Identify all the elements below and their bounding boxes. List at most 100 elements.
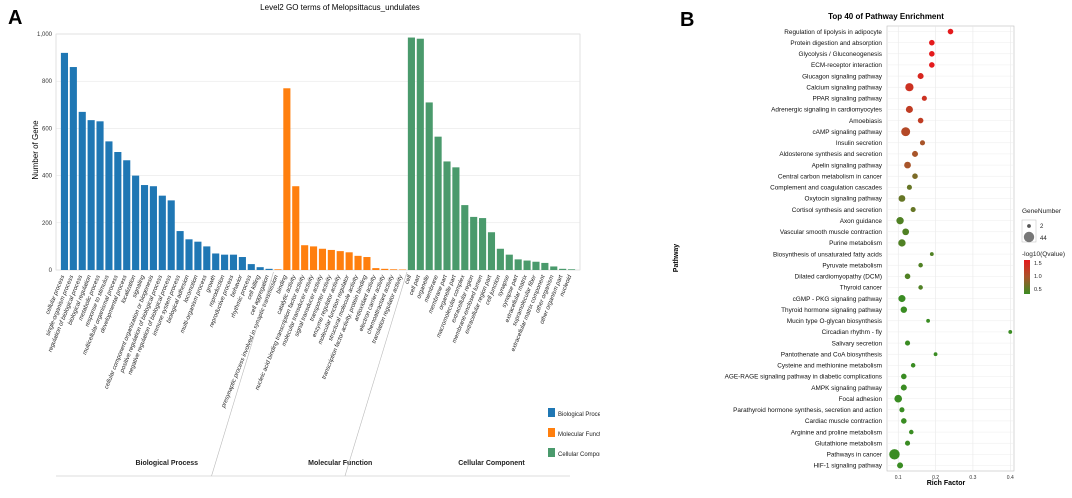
- bar: [567, 269, 576, 270]
- bars: [60, 37, 576, 270]
- bar: [318, 248, 327, 270]
- point: [929, 51, 935, 57]
- bar: [167, 200, 175, 270]
- point: [894, 394, 903, 403]
- group-label: Molecular Function: [308, 460, 372, 467]
- legend: Biological Process Molecular Function Cell…: [548, 408, 600, 458]
- point: [904, 273, 911, 280]
- plot-frame: [886, 25, 1015, 472]
- pathway-label: Arginine and proline metabolism: [791, 429, 882, 436]
- bar: [479, 218, 487, 270]
- bar: [425, 102, 433, 270]
- bar: [309, 246, 318, 270]
- pathway-label: Focal adhesion: [839, 396, 883, 403]
- pathway-label: Parathyroid hormone synthesis, secretion…: [733, 407, 882, 414]
- pathway-label: Cortisol synthesis and secretion: [792, 207, 883, 214]
- bar: [229, 254, 238, 270]
- bar: [194, 241, 202, 270]
- points: [889, 28, 1013, 469]
- legend-label: Biological Process: [558, 412, 600, 418]
- bar: [60, 52, 69, 270]
- pathway-label: Cardiac muscle contraction: [805, 418, 883, 425]
- pathway-label: ECM-receptor interaction: [811, 62, 882, 69]
- point: [1008, 330, 1013, 334]
- chart-title: Top 40 of Pathway Enrichment: [828, 12, 944, 21]
- size-legend-title: GeneNumber: [1022, 208, 1062, 215]
- bar: [301, 245, 309, 270]
- pathway-label: Pantothenate and CoA biosynthesis: [781, 351, 882, 358]
- legend-swatch: [548, 428, 555, 437]
- pathway-label: Cysteine and methionine metabolism: [777, 363, 882, 370]
- pathway-label: PPAR signaling pathway: [812, 96, 882, 103]
- bar: [381, 268, 389, 270]
- pathway-label: HIF-1 signaling pathway: [813, 463, 882, 470]
- bar: [212, 253, 220, 270]
- y-axis-label: Pathway: [673, 244, 680, 273]
- point: [901, 373, 907, 380]
- color-legend-bar: [1024, 260, 1030, 294]
- pathway-label: Amoebiasis: [849, 118, 882, 125]
- bar: [185, 239, 193, 270]
- pathway-label: Protein digestion and absorption: [790, 40, 882, 47]
- bar: [158, 195, 166, 270]
- pathway-label: Aldosterone synthesis and secretion: [779, 151, 882, 158]
- group-divider: [211, 271, 274, 477]
- point: [904, 340, 911, 346]
- bar: [247, 264, 255, 270]
- bar: [559, 268, 567, 270]
- point: [898, 295, 906, 303]
- bar: [470, 216, 478, 270]
- bar: [487, 232, 496, 270]
- pathway-label: Complement and coagulation cascades: [770, 185, 882, 192]
- point: [901, 418, 907, 424]
- bar: [96, 121, 104, 270]
- group-labels: Biological Process Molecular Function Cell…: [56, 271, 570, 477]
- pathway-label: Pyruvate metabolism: [822, 262, 882, 269]
- pathway-label: Pathways in cancer: [827, 452, 883, 459]
- x-ticks: 0.1 0.2 0.3 0.4: [895, 475, 1014, 481]
- pathway-label: Biosynthesis of unsaturated fatty acids: [773, 251, 882, 258]
- bar: [132, 175, 140, 270]
- point: [901, 127, 911, 137]
- color-legend-label: 1.5: [1034, 261, 1042, 267]
- x-tick-label: cell: [404, 274, 413, 285]
- point: [899, 407, 905, 413]
- legend-label: Cellular Component: [558, 452, 600, 458]
- point: [929, 39, 935, 46]
- legend: GeneNumber 2 44 -log10(Qvalue) 1.5 1.0 0.5: [1021, 208, 1065, 294]
- pathway-label: Dilated cardiomyopathy (DCM): [795, 274, 882, 281]
- color-legend-label: 1.0: [1034, 274, 1042, 280]
- bar: [416, 38, 424, 270]
- pathway-label: Regulation of lipolysis in adipocyte: [784, 29, 882, 36]
- bar: [336, 251, 344, 270]
- group-label: Cellular Component: [458, 460, 525, 467]
- bar: [532, 261, 540, 270]
- bar: [149, 186, 157, 270]
- bar: [69, 67, 77, 270]
- bar: [452, 167, 460, 270]
- bar: [372, 268, 380, 270]
- pathway-label: AGE-RAGE signaling pathway in diabetic c…: [725, 374, 882, 381]
- panel-letter-b: B: [680, 9, 694, 31]
- point: [917, 73, 924, 80]
- pathway-label: Central carbon metabolism in cancer: [778, 173, 883, 180]
- pathway-label: Vascular smooth muscle contraction: [780, 229, 883, 236]
- legend-label: Molecular Function: [558, 432, 600, 438]
- bar: [523, 260, 531, 270]
- bar: [78, 111, 86, 270]
- size-legend-dot-small: [1027, 224, 1031, 228]
- point: [929, 62, 935, 68]
- point: [921, 95, 927, 101]
- point: [900, 384, 907, 391]
- bar: [265, 268, 273, 270]
- bar: [443, 161, 451, 270]
- color-legend-label: 0.5: [1034, 287, 1042, 293]
- point: [904, 161, 911, 169]
- bar: [292, 186, 300, 270]
- bar: [363, 257, 371, 270]
- y-tick-label: 200: [42, 221, 53, 227]
- group-divider: [344, 271, 408, 477]
- bar: [327, 249, 335, 270]
- bar: [550, 266, 558, 270]
- pathway-label: Purine metabolism: [829, 240, 882, 247]
